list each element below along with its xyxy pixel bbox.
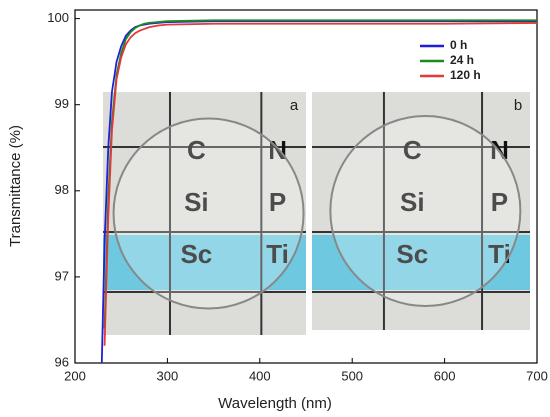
glass-disc bbox=[112, 117, 305, 310]
series-line bbox=[103, 22, 538, 346]
y-tick-label: 97 bbox=[55, 268, 69, 283]
photo-bg bbox=[103, 92, 306, 335]
element-symbol: C bbox=[403, 135, 422, 165]
inset-photo: CNSiPScTib bbox=[312, 92, 530, 330]
inset-photo: CNSiPScTia bbox=[103, 92, 306, 335]
x-tick-label: 300 bbox=[157, 368, 179, 383]
x-axis-label: Wavelength (nm) bbox=[218, 395, 332, 412]
inset-label: a bbox=[290, 97, 299, 114]
glass-disc bbox=[329, 115, 522, 307]
element-symbol: Sc bbox=[180, 239, 212, 269]
x-tick-label: 700 bbox=[526, 368, 548, 383]
element-symbol: C bbox=[187, 135, 206, 165]
legend-label: 120 h bbox=[450, 68, 481, 82]
element-symbol: P bbox=[269, 187, 286, 217]
element-symbol: P bbox=[491, 187, 508, 217]
y-tick-label: 99 bbox=[55, 96, 69, 111]
x-tick-label: 500 bbox=[341, 368, 363, 383]
element-symbol: Sc bbox=[396, 239, 428, 269]
element-symbol: Si bbox=[184, 187, 209, 217]
photo-band bbox=[312, 235, 530, 290]
x-tick-label: 400 bbox=[249, 368, 271, 383]
photo-bg bbox=[312, 92, 530, 330]
x-tick-label: 600 bbox=[434, 368, 456, 383]
y-tick-label: 100 bbox=[47, 10, 69, 25]
legend-label: 0 h bbox=[450, 38, 467, 52]
photo-band bbox=[103, 235, 306, 290]
plot-frame bbox=[74, 9, 538, 364]
x-tick-label: 200 bbox=[64, 368, 86, 383]
y-tick-label: 98 bbox=[55, 182, 69, 197]
y-tick-label: 96 bbox=[55, 354, 69, 369]
y-axis-label: Transmittance (%) bbox=[7, 125, 24, 247]
legend-label: 24 h bbox=[450, 53, 474, 67]
element-symbol: Ti bbox=[266, 239, 289, 269]
inset-label: b bbox=[514, 97, 522, 114]
element-symbol: Si bbox=[400, 187, 425, 217]
